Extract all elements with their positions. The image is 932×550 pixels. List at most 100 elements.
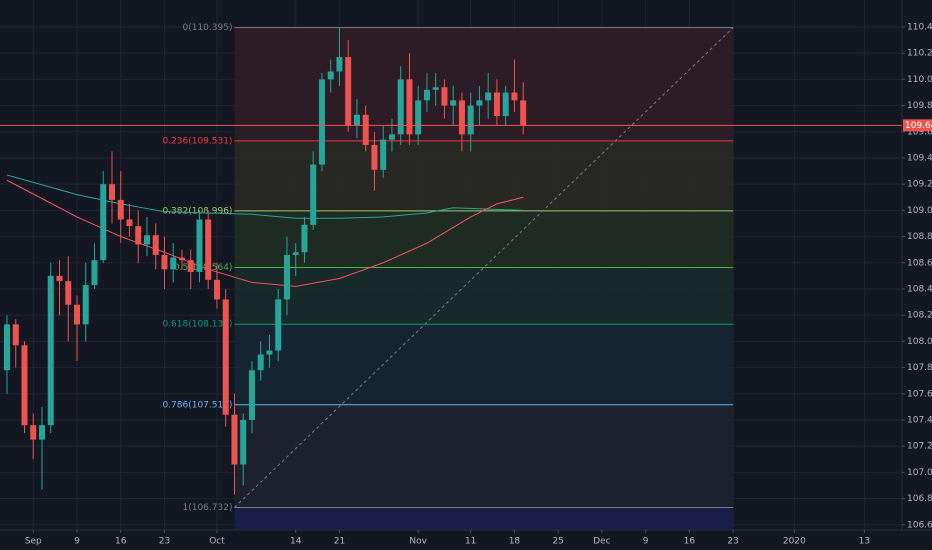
x-tick-label: 14	[290, 537, 302, 547]
fib-band	[234, 324, 734, 405]
y-tick-label: 107.000	[907, 468, 932, 478]
candle-body	[493, 92, 500, 117]
candle-body	[423, 89, 430, 101]
x-tick-label: 9	[643, 537, 649, 547]
candle-body	[108, 184, 115, 200]
y-tick-label: 106.600	[907, 520, 932, 530]
y-tick-label: 110.200	[907, 49, 932, 59]
y-tick-label: 108.600	[907, 258, 932, 268]
candle-body	[415, 100, 422, 135]
candle-body	[231, 414, 238, 465]
candle-body	[275, 299, 282, 351]
candle-body	[266, 350, 273, 355]
y-tick-label: 107.600	[907, 389, 932, 399]
candle-body	[318, 79, 325, 165]
candle-body	[65, 281, 72, 305]
x-tick-label: 16	[684, 537, 696, 547]
price-axis	[902, 0, 932, 550]
last-price-box	[903, 119, 932, 132]
last-price-label: 109.649	[905, 121, 932, 131]
y-tick-label: 109.400	[907, 153, 932, 163]
candle-body	[327, 71, 334, 80]
candle-body	[56, 275, 63, 282]
fib-label: 0(110.395)	[182, 23, 232, 33]
candle-body	[292, 252, 299, 255]
y-tick-label: 108.000	[907, 337, 932, 347]
candle-body	[520, 100, 527, 126]
candle-body	[502, 92, 509, 117]
y-tick-label: 109.600	[907, 127, 932, 137]
x-tick-label: Dec	[593, 537, 610, 547]
candle-body	[178, 257, 185, 261]
candle-body	[485, 92, 492, 101]
candle-body	[170, 257, 177, 270]
x-tick-label: 25	[552, 537, 563, 547]
x-tick-label: 2020	[783, 537, 806, 547]
y-tick-label: 110.400	[907, 22, 932, 32]
candle-body	[91, 260, 98, 286]
candle-body	[117, 199, 124, 220]
candle-body	[283, 254, 290, 300]
candle-body	[143, 235, 150, 245]
y-tick-label: 107.800	[907, 363, 932, 373]
candle-body	[476, 100, 483, 106]
candle-body	[441, 87, 448, 106]
y-tick-label: 108.800	[907, 232, 932, 242]
x-tick-label: Nov	[409, 537, 427, 547]
candle-body	[21, 345, 28, 426]
candle-body	[458, 100, 465, 135]
fib-band	[234, 267, 734, 325]
candle-body	[432, 87, 439, 90]
y-tick-label: 107.400	[907, 415, 932, 425]
y-tick-label: 110.000	[907, 75, 932, 85]
candle-body	[187, 260, 194, 272]
candle-body	[100, 184, 107, 261]
y-tick-label: 108.400	[907, 284, 932, 294]
candle-body	[450, 100, 457, 106]
candle-body	[336, 57, 343, 72]
y-tick-label: 109.000	[907, 206, 932, 216]
candle-body	[126, 219, 133, 227]
x-tick-label: 18	[509, 537, 521, 547]
candle-body	[73, 304, 80, 325]
fib-trend-line	[234, 27, 734, 508]
candle-body	[257, 354, 264, 371]
candle-body	[47, 275, 54, 426]
candle-body	[353, 114, 360, 126]
candle-body	[205, 219, 212, 280]
x-tick-label: 11	[465, 537, 476, 547]
fib-label: 0.5(108.564)	[174, 263, 233, 273]
x-tick-label: Oct	[209, 537, 225, 547]
candle-body	[467, 105, 474, 135]
x-tick-label: 9	[74, 537, 80, 547]
candle-body	[12, 324, 19, 346]
candle-body	[222, 299, 229, 415]
fib-band	[234, 507, 734, 530]
y-tick-label: 109.800	[907, 101, 932, 111]
x-tick-label: 21	[334, 537, 345, 547]
fib-band	[234, 210, 734, 268]
x-tick-label: Sep	[25, 537, 42, 547]
fib-label: 0.236(109.531)	[162, 136, 232, 146]
fib-band	[234, 404, 734, 508]
candle-body	[3, 324, 10, 371]
fib-band	[234, 27, 734, 141]
candle-body	[240, 419, 247, 465]
fib-label: 0.618(108.131)	[162, 320, 232, 330]
y-tick-label: 108.200	[907, 311, 932, 321]
x-tick-label: 16	[115, 537, 127, 547]
x-tick-label: 13	[859, 537, 870, 547]
candle-body	[30, 425, 37, 440]
candle-body	[161, 254, 168, 270]
fib-label: 0.382(108.996)	[162, 206, 232, 216]
candle-body	[362, 114, 369, 145]
candle-body	[82, 285, 89, 325]
candle-body	[301, 224, 308, 253]
y-tick-label: 109.200	[907, 180, 932, 190]
candle-body	[248, 370, 255, 420]
candle-body	[310, 164, 317, 225]
candle-body	[406, 79, 413, 135]
candle-body	[397, 79, 404, 135]
